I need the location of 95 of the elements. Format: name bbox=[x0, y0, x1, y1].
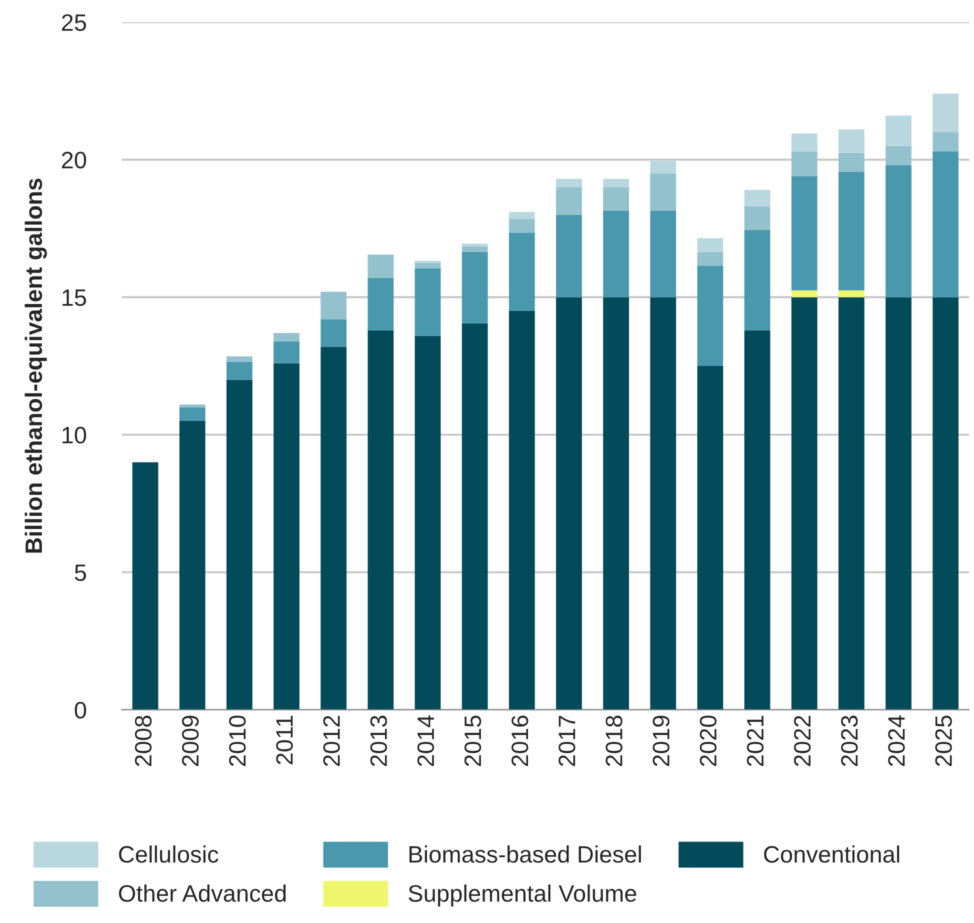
bar bbox=[791, 151, 818, 176]
bar bbox=[556, 178, 582, 188]
bar bbox=[414, 336, 441, 710]
bar bbox=[226, 362, 252, 380]
bar bbox=[650, 210, 676, 298]
legend-label: Other Advanced bbox=[118, 884, 286, 902]
bar bbox=[932, 94, 959, 132]
bar bbox=[838, 172, 864, 290]
legend-label: Conventional bbox=[764, 845, 900, 863]
legend-label: Biomass-based Diesel bbox=[410, 845, 641, 863]
x-tick-label: 2012 bbox=[323, 716, 340, 766]
bar bbox=[508, 218, 535, 233]
bar bbox=[368, 278, 394, 330]
bar bbox=[368, 330, 394, 710]
bar bbox=[650, 173, 676, 211]
x-tick-label: 2022 bbox=[794, 716, 811, 766]
bar bbox=[791, 297, 818, 710]
bar bbox=[838, 297, 864, 710]
bar bbox=[556, 187, 582, 215]
bar bbox=[274, 341, 300, 364]
x-tick-label: 2019 bbox=[652, 716, 670, 766]
bar bbox=[603, 210, 629, 298]
x-tick-label: 2016 bbox=[512, 716, 528, 766]
bar bbox=[886, 146, 912, 166]
x-tick-label: 2011 bbox=[276, 716, 293, 764]
bar bbox=[320, 319, 347, 347]
bar bbox=[132, 462, 158, 710]
bar bbox=[932, 297, 959, 710]
x-tick-label: 2014 bbox=[417, 715, 434, 766]
x-tick-label: 2017 bbox=[558, 716, 576, 766]
bar bbox=[697, 252, 724, 266]
x-tick-label: 2025 bbox=[935, 716, 952, 766]
bar bbox=[886, 297, 912, 710]
y-tick-label: 0 bbox=[74, 702, 86, 719]
bar bbox=[791, 134, 818, 152]
bar bbox=[932, 151, 959, 298]
bar bbox=[697, 366, 724, 710]
bar bbox=[697, 238, 724, 252]
bar bbox=[932, 132, 959, 152]
y-tick-label: 20 bbox=[62, 152, 86, 168]
bar bbox=[462, 246, 488, 252]
bar bbox=[791, 290, 818, 298]
y-tick-label: 25 bbox=[62, 14, 86, 31]
bar bbox=[744, 206, 770, 230]
bar bbox=[886, 165, 912, 298]
bar bbox=[603, 297, 629, 710]
bar bbox=[838, 152, 864, 172]
x-tick-label: 2015 bbox=[464, 716, 482, 766]
bar bbox=[838, 129, 864, 153]
bar bbox=[414, 262, 441, 268]
x-tick-label: 2013 bbox=[370, 716, 388, 766]
bar bbox=[274, 332, 300, 342]
x-tick-label: 2018 bbox=[606, 716, 622, 766]
y-axis-title: Billion ethanol-equivalent gallons bbox=[24, 178, 47, 553]
bar bbox=[462, 323, 488, 710]
x-tick-label: 2024 bbox=[888, 715, 905, 766]
bar bbox=[650, 161, 676, 174]
bar bbox=[179, 407, 206, 421]
bar bbox=[462, 244, 488, 246]
bar bbox=[508, 232, 535, 311]
bar bbox=[697, 266, 724, 366]
bar bbox=[320, 346, 347, 710]
bar bbox=[744, 190, 770, 206]
bar bbox=[274, 363, 300, 710]
y-tick-label: 5 bbox=[74, 564, 86, 582]
bar bbox=[368, 254, 394, 278]
bar bbox=[556, 214, 582, 298]
bar bbox=[556, 297, 582, 710]
bar bbox=[603, 178, 629, 188]
x-tick-label: 2021 bbox=[746, 716, 764, 766]
bar bbox=[179, 404, 206, 408]
y-tick-label: 15 bbox=[62, 290, 86, 306]
bar bbox=[603, 187, 629, 211]
bar bbox=[320, 292, 347, 320]
legend-label: Supplemental Volume bbox=[408, 884, 636, 907]
bar bbox=[744, 230, 770, 330]
x-tick-label: 2020 bbox=[700, 716, 717, 766]
bar bbox=[179, 420, 206, 710]
legend-label: Cellulosic bbox=[119, 845, 218, 863]
x-tick-label: 2023 bbox=[841, 716, 858, 766]
y-tick-label: 10 bbox=[62, 426, 86, 444]
bar bbox=[462, 252, 488, 324]
bar bbox=[414, 268, 441, 336]
x-tick-label: 2008 bbox=[134, 716, 152, 766]
x-tick-label: 2009 bbox=[182, 716, 199, 766]
bar bbox=[838, 290, 864, 298]
bar bbox=[508, 212, 535, 219]
bar bbox=[650, 297, 676, 710]
bar bbox=[226, 356, 252, 362]
bar bbox=[508, 310, 535, 710]
bar bbox=[886, 116, 912, 146]
bar bbox=[744, 330, 770, 710]
bar bbox=[791, 176, 818, 290]
bar bbox=[226, 380, 252, 710]
x-tick-label: 2010 bbox=[229, 716, 246, 766]
